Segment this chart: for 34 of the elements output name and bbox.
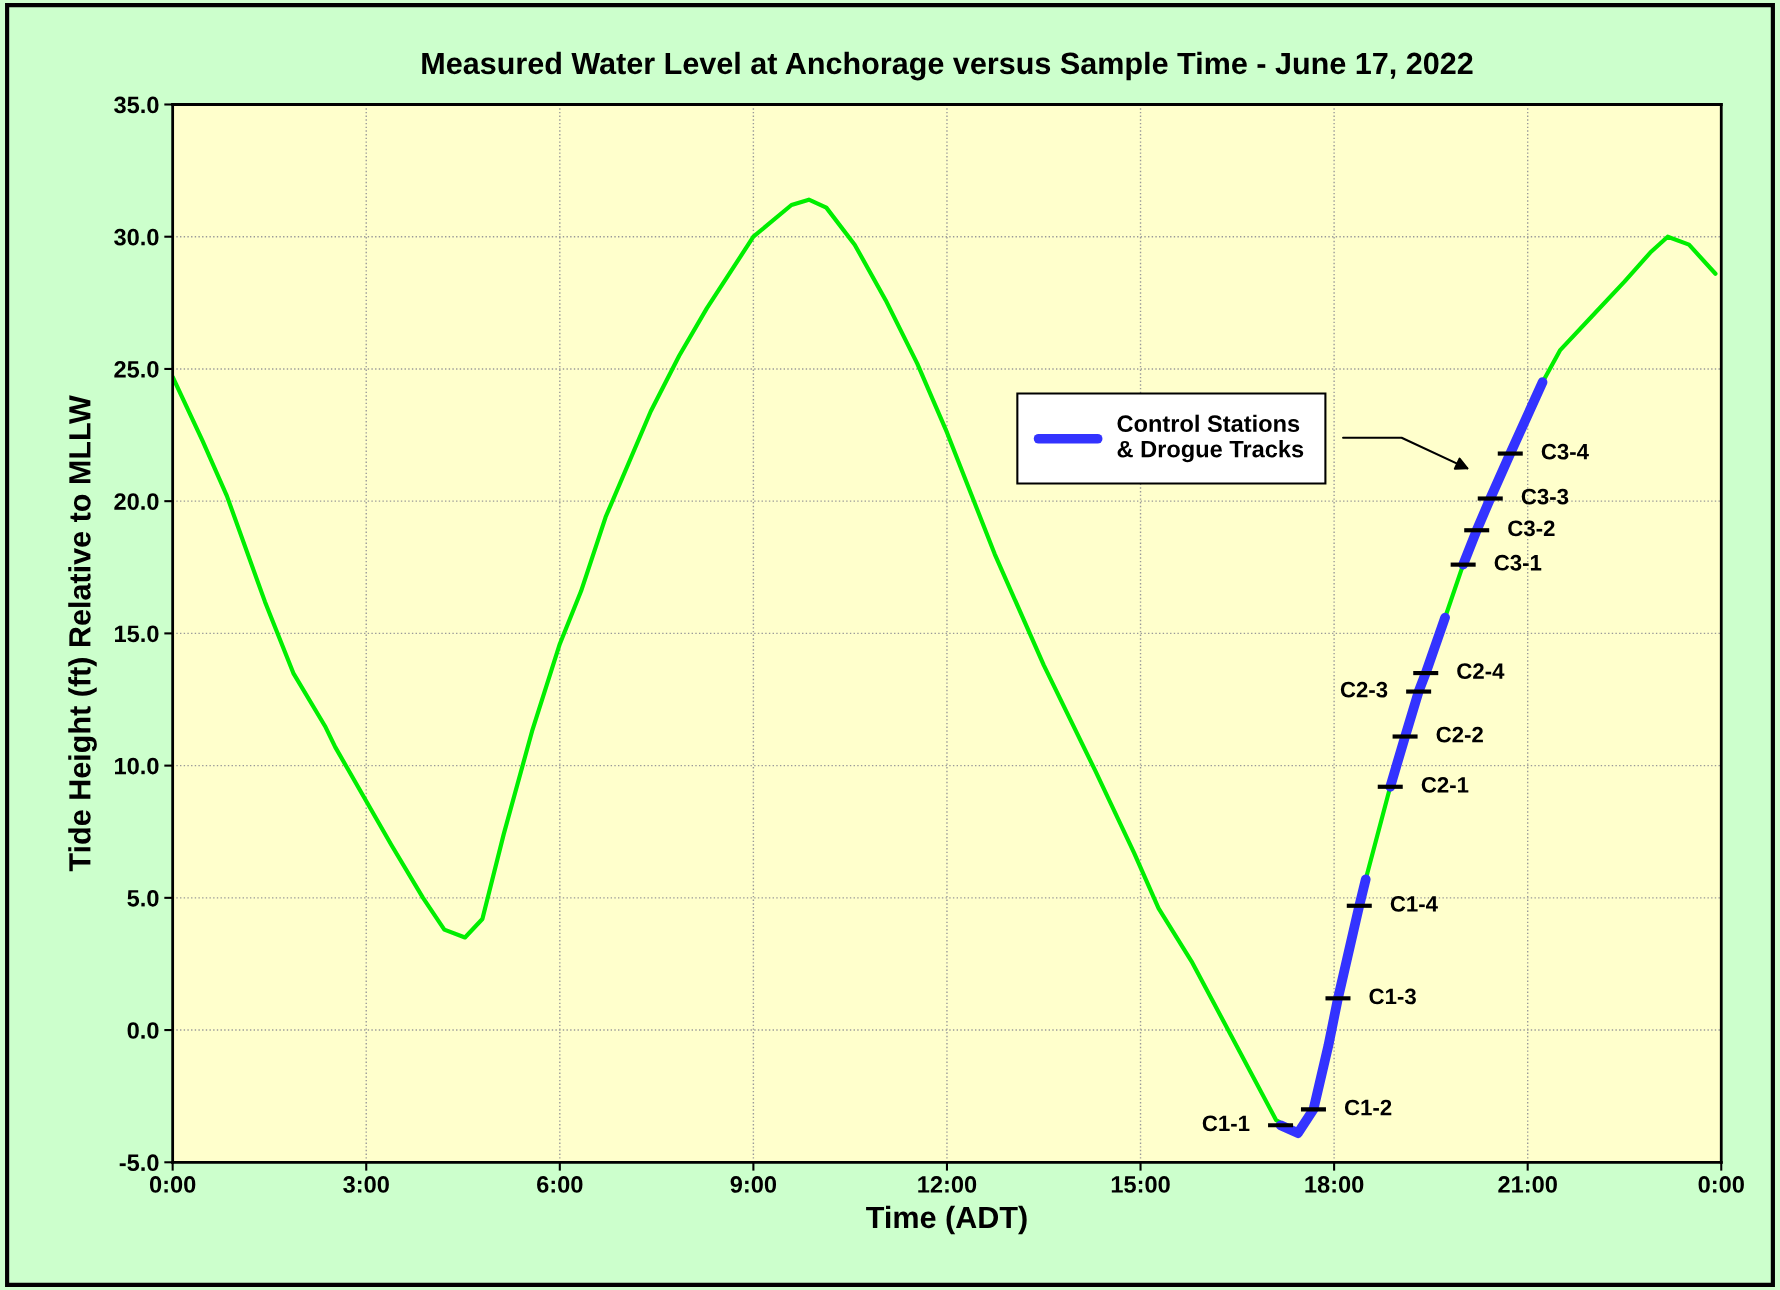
y-tick-label: 5.0 [127, 889, 159, 907]
x-tick-label: 0:00 [1698, 1176, 1744, 1193]
y-tick-label: 20.0 [114, 493, 159, 510]
y-tick-label: 25.0 [114, 361, 159, 378]
y-tick-label: 10.0 [115, 757, 159, 775]
x-tick-label: 9:00 [730, 1176, 777, 1193]
y-tick-label: 35.0 [114, 96, 159, 114]
y-tick-label: -5.0 [119, 1154, 159, 1172]
y-tick-label: 15.0 [115, 625, 159, 643]
annotation: C1-3 [1369, 988, 1416, 1005]
annotation: C3-3 [1521, 488, 1569, 505]
y-tick-label: 0.0 [127, 1022, 159, 1039]
x-tick-label: 21:00 [1498, 1176, 1557, 1193]
annotation: C3-2 [1508, 520, 1555, 537]
y-axis-title: Tide Height (ft) Relative to MLLW [68, 395, 97, 872]
annotation: C3-4 [1541, 443, 1589, 460]
x-tick-label: 18:00 [1305, 1176, 1364, 1193]
annotation: C2-1 [1421, 777, 1469, 793]
x-tick-label: 6:00 [537, 1176, 583, 1193]
annotation: C3-1 [1494, 554, 1542, 571]
annotation: C2-4 [1457, 663, 1505, 680]
legend-label: Control Stations & Drogue Tracks [1117, 414, 1304, 463]
x-tick-label: 12:00 [918, 1176, 977, 1193]
annotation: C1-2 [1344, 1099, 1392, 1116]
y-tick-label: 30.0 [114, 228, 159, 246]
annotation: C1-4 [1390, 896, 1438, 912]
annotation: C1-1 [1202, 1115, 1250, 1132]
x-tick-label: 3:00 [343, 1176, 389, 1193]
annotation: C2-2 [1436, 726, 1483, 743]
x-axis-title: Time (ADT) [866, 1205, 1027, 1235]
chart-title: Measured Water Level at Anchorage versus Sample Time - June 17, 2022 [422, 51, 1473, 81]
x-tick-label: 0:00 [149, 1176, 196, 1193]
x-tick-label: 15:00 [1111, 1176, 1170, 1193]
annotation: C2-3 [1340, 681, 1388, 698]
